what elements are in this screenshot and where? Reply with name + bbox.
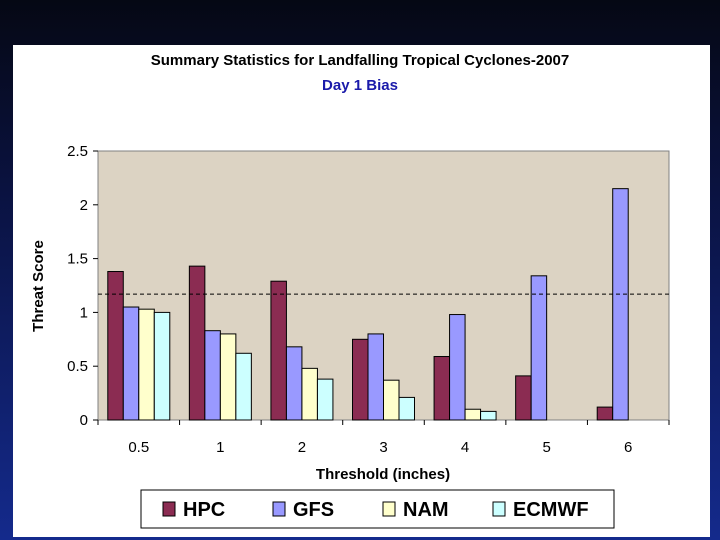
bar-nam-4	[464, 408, 482, 421]
bar-hpc-5	[515, 375, 532, 421]
bar-ecmwf-2	[316, 378, 334, 421]
legend-label-ecmwf: ECMWF	[513, 499, 589, 521]
bar-hpc-3	[352, 338, 369, 421]
bar-hpc-6	[596, 406, 614, 421]
x-tick-label: 5	[542, 439, 550, 456]
y-tick-label: 0	[80, 412, 88, 429]
bar-ecmwf-1	[235, 352, 252, 421]
legend-box	[140, 489, 615, 529]
bar-nam-0.5	[138, 308, 155, 421]
bar-ecmwf-4	[480, 410, 497, 421]
bar-gfs-5	[530, 275, 548, 421]
bar-hpc-1	[188, 265, 206, 421]
legend-swatch-ecmwf	[492, 501, 506, 517]
legend-swatch-nam	[382, 501, 396, 517]
bar-gfs-2	[285, 346, 303, 421]
x-tick-label: 6	[624, 439, 632, 456]
y-tick-label: 1.5	[67, 251, 88, 268]
legend-swatch-hpc	[162, 501, 176, 517]
bar-gfs-6	[612, 188, 629, 421]
bar-gfs-4	[449, 314, 466, 421]
bar-nam-1	[219, 333, 237, 421]
x-axis-label: Threshold (inches)	[316, 466, 450, 483]
chart-title: Summary Statistics for Landfalling Tropi…	[151, 52, 569, 69]
y-tick-label: 2	[80, 197, 88, 214]
bar-gfs-1	[204, 330, 221, 421]
x-tick-label: 2	[298, 439, 306, 456]
bar-ecmwf-3	[398, 396, 415, 421]
bar-nam-2	[301, 367, 318, 421]
bar-hpc-2	[270, 280, 287, 421]
chart-subtitle: Day 1 Bias	[322, 77, 398, 94]
y-tick-label: 1	[80, 304, 88, 321]
slide-card: Summary Statistics for Landfalling Tropi…	[13, 45, 710, 537]
x-tick-label: 1	[216, 439, 224, 456]
chart: Summary Statistics for Landfalling Tropi…	[30, 52, 670, 529]
y-axis-label: Threat Score	[30, 240, 47, 332]
y-tick-label: 2.5	[67, 143, 88, 160]
x-tick-label: 0.5	[128, 439, 149, 456]
bar-nam-3	[383, 379, 400, 421]
x-tick-label: 3	[379, 439, 387, 456]
legend: HPC GFS NAM ECMWF	[140, 489, 615, 529]
x-tick-label: 4	[461, 439, 469, 456]
legend-label-hpc: HPC	[183, 499, 225, 521]
bar-ecmwf-0.5	[153, 311, 171, 421]
bar-hpc-4	[433, 356, 451, 421]
bar-gfs-0.5	[122, 306, 140, 421]
legend-swatch-gfs	[272, 501, 286, 517]
bar-gfs-3	[367, 333, 384, 421]
legend-label-gfs: GFS	[293, 499, 334, 521]
legend-label-nam: NAM	[403, 499, 449, 521]
y-tick-label: 0.5	[67, 358, 88, 375]
